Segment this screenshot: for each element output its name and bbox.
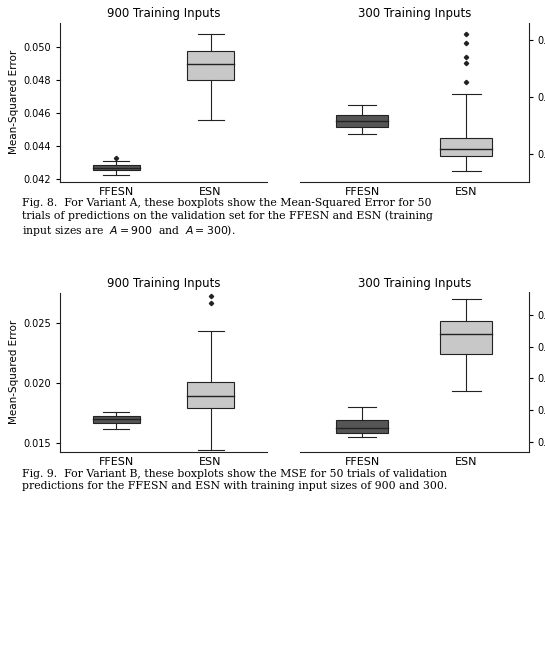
FancyBboxPatch shape [93,415,140,423]
FancyBboxPatch shape [336,115,388,127]
FancyBboxPatch shape [440,138,492,157]
Title: 900 Training Inputs: 900 Training Inputs [107,7,220,20]
Y-axis label: Mean-Squared Error: Mean-Squared Error [9,320,19,424]
Text: Fig. 9.  For Variant B, these boxplots show the MSE for 50 trials of validation
: Fig. 9. For Variant B, these boxplots sh… [22,469,447,491]
FancyBboxPatch shape [93,164,140,170]
Title: 900 Training Inputs: 900 Training Inputs [107,277,220,290]
FancyBboxPatch shape [440,321,492,354]
Title: 300 Training Inputs: 300 Training Inputs [358,277,471,290]
Text: Fig. 8.  For Variant A, these boxplots show the Mean-Squared Error for 50
trials: Fig. 8. For Variant A, these boxplots sh… [22,198,433,238]
FancyBboxPatch shape [336,420,388,433]
Y-axis label: Mean-Squared Error: Mean-Squared Error [9,50,19,155]
FancyBboxPatch shape [187,51,234,80]
Title: 300 Training Inputs: 300 Training Inputs [358,7,471,20]
FancyBboxPatch shape [187,382,234,408]
